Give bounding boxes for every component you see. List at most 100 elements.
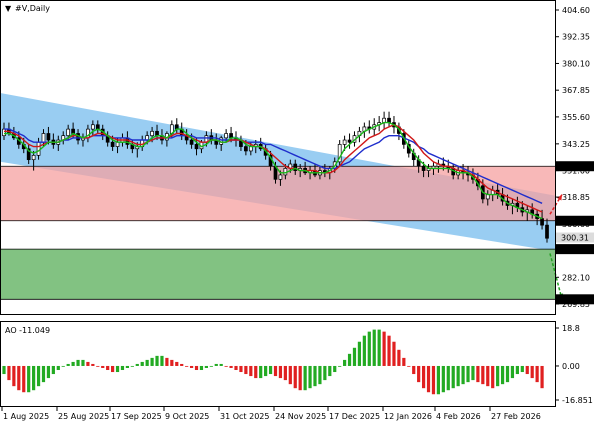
ao-bar <box>352 347 357 366</box>
ao-bar <box>500 365 505 385</box>
level-price-label: 295.00 <box>561 245 589 254</box>
ao-bar <box>264 365 268 377</box>
ao-bar <box>41 365 46 383</box>
level-price-box <box>556 294 594 305</box>
ao-bar <box>451 365 455 389</box>
y-tick-label: 282.10 <box>562 273 590 282</box>
candle-body <box>293 163 298 171</box>
ao-bar <box>36 365 41 387</box>
candle-body <box>41 133 46 143</box>
ao-bar <box>17 365 21 391</box>
ao-bar <box>510 365 515 379</box>
ma-red-line <box>4 124 543 213</box>
candle-body <box>347 139 352 143</box>
ao-tick-label: 0.00 <box>562 362 580 371</box>
ao-bar <box>308 365 312 389</box>
arrow-up-head <box>556 194 562 201</box>
ao-bar <box>318 365 322 385</box>
ao-bar <box>46 365 51 379</box>
ao-histogram <box>2 329 544 395</box>
x-tick-label: 24 Nov 2025 <box>275 412 326 421</box>
y-tick-label: 367.85 <box>562 86 590 95</box>
ao-bar <box>481 365 485 385</box>
y-tick-label: 392.35 <box>562 33 590 42</box>
ao-bar <box>505 365 510 383</box>
x-tick-label: 17 Sep 2025 <box>111 412 162 421</box>
ao-bar <box>130 365 134 367</box>
menu-triangle-icon[interactable]: ▼ <box>5 4 12 13</box>
candle-body <box>540 218 544 226</box>
candle-body <box>2 128 6 137</box>
chart-title-text: #V,Daily <box>15 4 50 13</box>
ao-bar <box>520 365 524 373</box>
ao-bar <box>155 355 159 366</box>
ao-bar <box>426 365 431 393</box>
level-price-box <box>556 161 594 172</box>
ao-bar <box>51 365 55 375</box>
ao-bar <box>446 365 450 391</box>
ao-bar <box>145 359 149 366</box>
ao-bar <box>106 365 110 371</box>
ao-bar <box>180 363 184 366</box>
x-tick-label: 1 Aug 2025 <box>3 412 49 421</box>
level-price-label: 272.00 <box>561 295 589 304</box>
ao-bar <box>120 365 125 371</box>
ao-bar <box>91 363 95 366</box>
ao-bar <box>377 329 381 366</box>
ao-bar <box>392 341 396 366</box>
ao-bar <box>407 365 411 367</box>
candle-body <box>342 139 347 145</box>
ao-bar <box>229 365 233 368</box>
price-levels <box>1 165 555 300</box>
y-tick-label: 318.85 <box>562 193 590 202</box>
candle-body <box>337 144 342 163</box>
ao-bar <box>86 361 90 366</box>
zone-support <box>1 249 555 300</box>
ao-bar <box>496 365 500 387</box>
ao-bar <box>347 353 352 366</box>
ao-bar <box>313 365 317 387</box>
x-tick-label: 27 Feb 2026 <box>491 412 541 421</box>
y-tick-label: 355.60 <box>562 113 590 122</box>
y-tick-label: 404.60 <box>562 6 590 15</box>
ao-bar <box>199 365 204 371</box>
ao-bar <box>540 365 544 389</box>
ao-bar <box>278 365 283 379</box>
ao-bar <box>461 365 465 385</box>
ao-bar <box>293 365 297 389</box>
ao-bar <box>214 363 218 366</box>
ao-bar <box>140 361 144 366</box>
arrow-down-line <box>549 253 563 300</box>
ao-bar <box>7 365 11 381</box>
y-tick-label: 343.25 <box>562 140 590 149</box>
level-price-label: 308.00 <box>561 217 589 226</box>
ao-bar <box>412 365 416 375</box>
ma-green-line <box>4 121 543 220</box>
ao-bar <box>76 359 80 366</box>
ao-bar <box>32 365 36 391</box>
ao-bar <box>343 359 347 366</box>
ao-bar <box>244 365 248 375</box>
ao-bar <box>259 365 263 379</box>
candle-body <box>26 148 31 161</box>
ao-bar <box>283 365 287 381</box>
ao-bar <box>71 361 75 366</box>
ao-bar <box>27 365 31 393</box>
candle-body <box>189 139 194 145</box>
chart-frame <box>0 0 556 407</box>
ao-bar <box>515 365 519 375</box>
ao-bar <box>56 365 60 371</box>
ao-bar <box>160 355 164 366</box>
ao-bar <box>525 365 529 375</box>
ao-label: AO -11.049 <box>5 326 50 335</box>
ao-bar <box>61 365 65 367</box>
ao-bar <box>12 365 16 387</box>
candle-body <box>110 141 115 147</box>
x-tick-label: 12 Jan 2026 <box>384 412 432 421</box>
ao-bar <box>298 365 302 391</box>
x-tick-label: 4 Feb 2026 <box>436 412 481 421</box>
ao-bar <box>288 365 292 385</box>
ao-bar <box>491 365 495 389</box>
ao-tick-label: -16.851 <box>562 396 593 405</box>
